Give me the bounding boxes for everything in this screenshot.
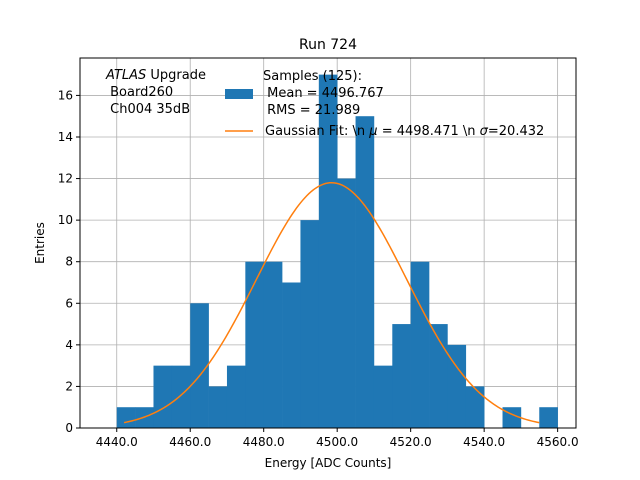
plot-frame xyxy=(79,57,577,429)
histogram-bars xyxy=(116,74,558,429)
y-tick-label-8: 16 xyxy=(58,88,73,102)
legend-rms-label: RMS = 21.989 xyxy=(263,103,360,118)
y-axis-ticks: 0 2 4 6 8 10 12 14 16 xyxy=(58,88,80,435)
histogram-bar-18 xyxy=(447,344,467,428)
histogram-bar-19 xyxy=(465,386,485,428)
histogram-bar-16 xyxy=(410,261,430,428)
histogram-bar-17 xyxy=(429,324,448,428)
histogram-bar-8 xyxy=(263,261,283,428)
legend-fit-mu-value: = 4498.471 \n xyxy=(378,124,480,139)
x-tick-label-4: 4520.0 xyxy=(390,435,432,449)
histogram-bar-5 xyxy=(208,386,228,428)
x-tick-label-6: 4560.0 xyxy=(537,435,579,449)
histogram-bar-10 xyxy=(300,220,320,428)
y-tick-label-6: 12 xyxy=(58,172,73,186)
histogram-bar-14 xyxy=(373,365,393,428)
histogram-bar-13 xyxy=(355,116,375,429)
atlas-annotation-line1: ATLAS Upgrade xyxy=(105,68,206,83)
legend-fit-label: Gaussian Fit: \n μ = 4498.471 \n σ=20.43… xyxy=(265,124,544,139)
chart-title: Run 724 xyxy=(299,37,357,53)
channel-label: Ch004 35dB xyxy=(106,102,190,117)
legend-fit-mu-symbol: μ xyxy=(368,124,377,139)
histogram-bar-12 xyxy=(337,178,356,428)
legend-fit-prefix: Gaussian Fit: \n xyxy=(265,124,369,139)
y-tick-label-4: 8 xyxy=(65,255,73,269)
legend: Samples (125): Mean = 4496.767 RMS = 21.… xyxy=(225,69,544,139)
legend-samples-label: Samples (125): xyxy=(263,69,362,84)
y-tick-label-3: 6 xyxy=(65,296,73,310)
legend-fit-sigma-symbol: σ xyxy=(480,124,489,139)
histogram-bar-2 xyxy=(153,365,173,428)
gaussian-fit-curve xyxy=(123,181,540,424)
upgrade-label: Upgrade xyxy=(146,68,206,83)
board-label: Board260 xyxy=(106,85,173,100)
x-axis-label: Energy [ADC Counts] xyxy=(265,456,392,470)
y-tick-label-0: 0 xyxy=(65,421,73,435)
y-tick-label-5: 10 xyxy=(58,213,73,227)
histogram-bar-4 xyxy=(190,303,209,428)
histogram-bar-23 xyxy=(539,407,558,428)
x-tick-label-0: 4440.0 xyxy=(96,435,138,449)
atlas-label: ATLAS xyxy=(105,68,146,83)
histogram-bar-15 xyxy=(392,324,411,428)
histogram-bar-7 xyxy=(245,261,265,428)
histogram-bar-6 xyxy=(226,365,246,428)
x-tick-label-5: 4540.0 xyxy=(463,435,505,449)
histogram-bar-0 xyxy=(116,407,136,428)
histogram-bar-11 xyxy=(318,74,338,428)
legend-mean-label: Mean = 4496.767 xyxy=(263,86,384,101)
y-axis-label: Entries xyxy=(33,222,47,264)
x-axis-ticks: 4440.0 4460.0 4480.0 4500.0 4520.0 4540.0 4560… xyxy=(96,428,579,449)
y-tick-label-2: 4 xyxy=(65,338,73,352)
x-tick-label-2: 4480.0 xyxy=(243,435,285,449)
y-tick-label-1: 2 xyxy=(65,379,73,393)
y-tick-label-7: 14 xyxy=(58,130,73,144)
legend-fit-sigma-value: =20.432 xyxy=(488,124,544,139)
x-tick-label-3: 4500.0 xyxy=(316,435,358,449)
legend-samples-patch xyxy=(225,89,253,99)
histogram-bar-3 xyxy=(171,365,191,428)
histogram-bar-9 xyxy=(282,282,301,428)
x-tick-label-1: 4460.0 xyxy=(169,435,211,449)
